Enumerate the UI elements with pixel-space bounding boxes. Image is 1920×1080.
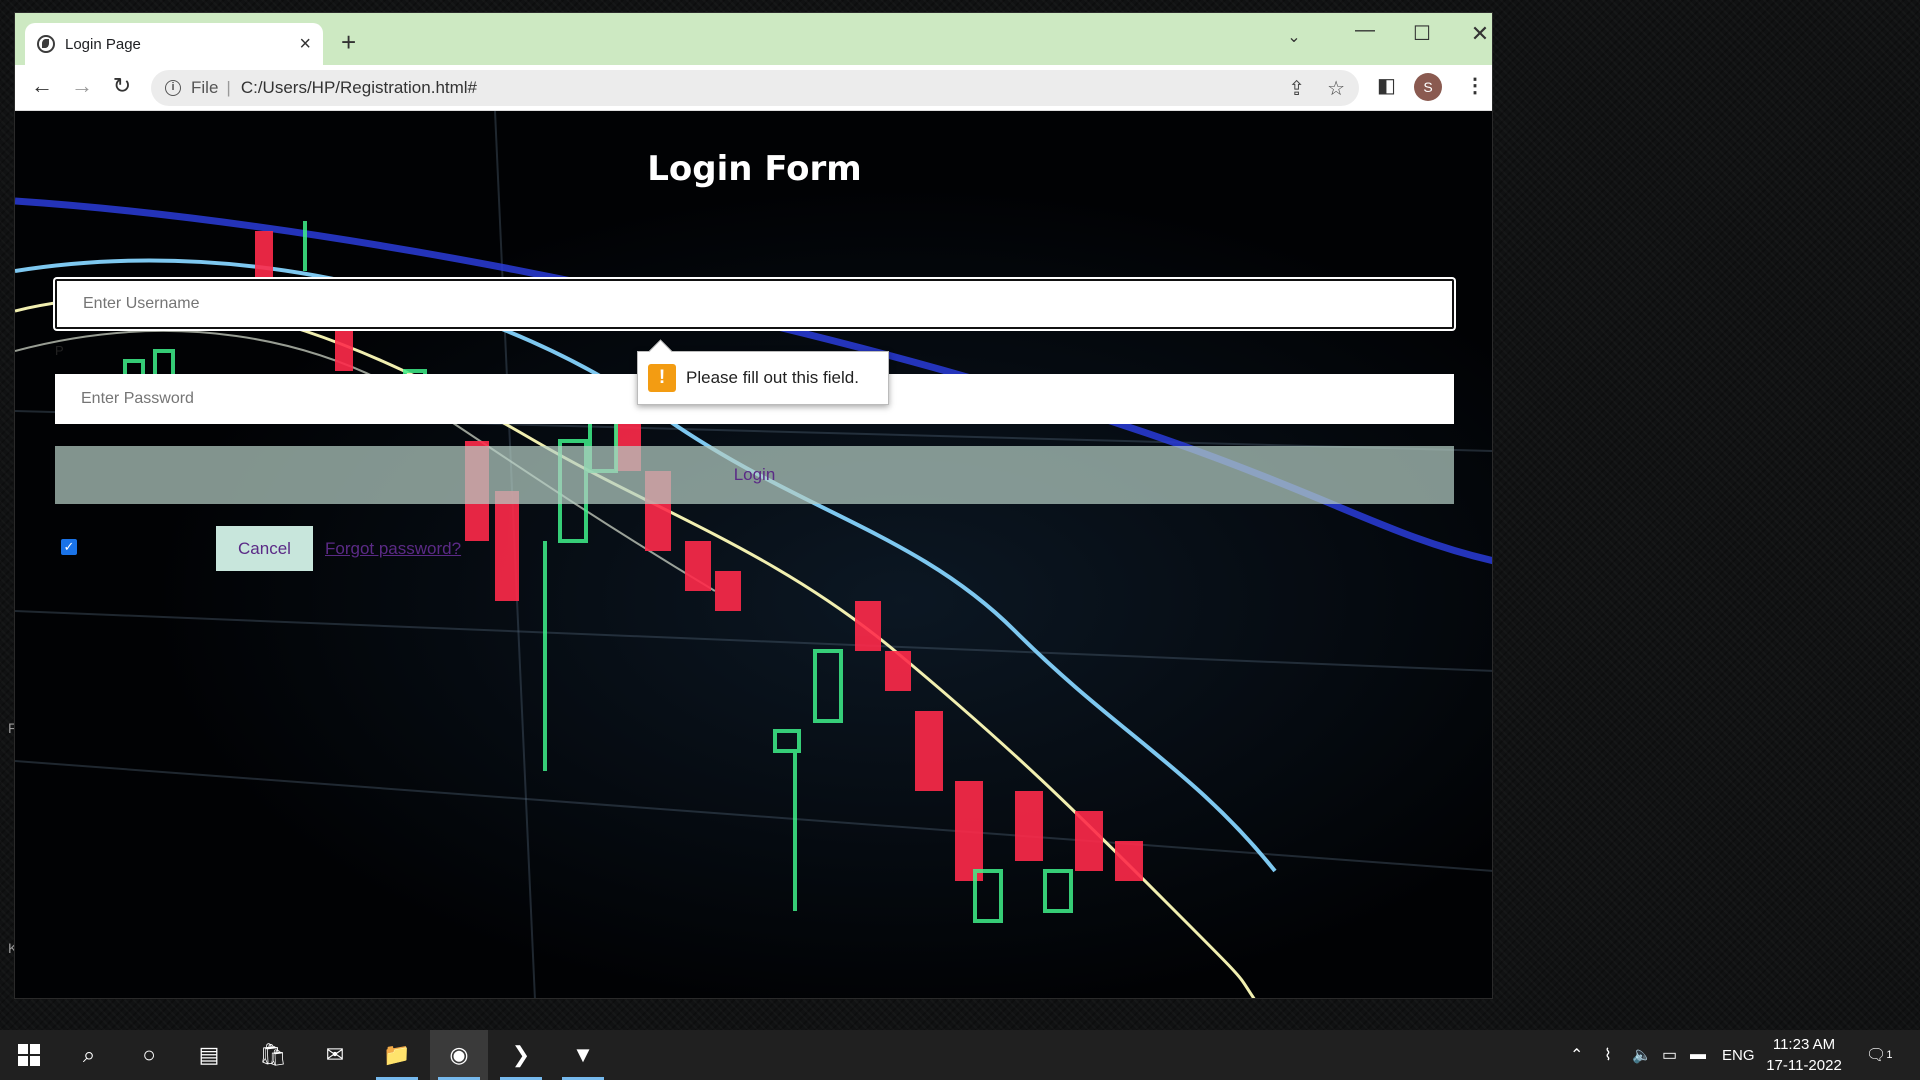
browser-toolbar: ← → ↻ i File | C:/Users/HP/Registration.… xyxy=(15,65,1492,111)
page-title: Login Form xyxy=(647,149,862,189)
tab-login-page[interactable]: Login Page × xyxy=(25,23,323,65)
clock-date: 17-11-2022 xyxy=(1766,1057,1842,1074)
info-icon[interactable]: i xyxy=(165,80,181,96)
store-icon[interactable]: 🛍 xyxy=(259,1042,287,1067)
avatar[interactable]: S xyxy=(1414,73,1442,101)
more-menu-icon[interactable]: ⋮ xyxy=(1465,75,1485,97)
back-arrow-icon[interactable]: ← xyxy=(31,73,53,98)
mail-icon[interactable]: ✉ xyxy=(325,1042,345,1067)
cancel-button[interactable]: Cancel xyxy=(216,526,313,571)
desktop-edge-text: K xyxy=(8,940,18,956)
new-tab-button[interactable]: + xyxy=(341,27,357,57)
star-icon[interactable]: ☆ xyxy=(1327,78,1345,100)
taskbar: ⌕ ○ ▤ 🛍 ✉ 📁 ◉ ❯ ▼ ⌃ ⌇ 🔈 ▭ ▬ ENG 11:23 AM… xyxy=(0,1030,1920,1080)
forgot-password-link[interactable]: Forgot password? xyxy=(325,539,462,558)
notification-count: 1 xyxy=(1886,1049,1893,1061)
tab-bar: Login Page × + ⌄ — ☐ ✕ xyxy=(15,13,1492,65)
login-button[interactable]: Login xyxy=(55,446,1454,504)
warning-icon: ! xyxy=(648,364,676,392)
tray-chevron-up-icon[interactable]: ⌃ xyxy=(1570,1047,1584,1064)
browser-window: Login Page × + ⌄ — ☐ ✕ ← → ↻ i File | C:… xyxy=(14,12,1493,999)
address-separator: | xyxy=(226,78,231,97)
clock-time: 11:23 AM xyxy=(1772,1036,1836,1053)
address-bar[interactable]: i File | C:/Users/HP/Registration.html# … xyxy=(151,70,1359,106)
close-tab-icon[interactable]: × xyxy=(299,33,311,55)
meet-now-icon[interactable]: ▭ xyxy=(1662,1047,1678,1064)
clock[interactable]: 11:23 AM 17-11-2022 xyxy=(1760,1034,1848,1076)
tab-title: Login Page xyxy=(65,35,141,53)
volume-icon[interactable]: 🔈 xyxy=(1632,1047,1652,1064)
app-icon[interactable]: ▼ xyxy=(554,1030,612,1080)
vscode-icon[interactable]: ❯ xyxy=(492,1030,550,1080)
validation-tooltip: ! Please fill out this field. xyxy=(637,351,889,405)
maximize-icon[interactable]: ☐ xyxy=(1413,23,1431,45)
task-view-icon[interactable]: ▤ xyxy=(198,1042,220,1067)
address-url[interactable]: C:/Users/HP/Registration.html# xyxy=(240,78,478,97)
network-icon[interactable]: ⌇ xyxy=(1604,1047,1612,1064)
chrome-icon[interactable]: ◉ xyxy=(430,1030,488,1080)
stray-label-text: P xyxy=(55,343,64,358)
file-explorer-icon[interactable]: 📁 xyxy=(368,1030,426,1080)
username-input[interactable] xyxy=(55,279,1454,329)
validation-message: Please fill out this field. xyxy=(686,368,859,387)
chevron-down-icon[interactable]: ⌄ xyxy=(1287,29,1301,46)
forward-arrow-icon[interactable]: → xyxy=(71,73,93,98)
speech-bubble-icon: 🗨 xyxy=(1866,1047,1887,1064)
side-panel-icon[interactable]: ◧ xyxy=(1377,75,1396,97)
cortana-icon[interactable]: ○ xyxy=(142,1042,156,1067)
battery-icon[interactable]: ▬ xyxy=(1690,1046,1706,1063)
page-content: Login Form P Login ✓ Cancel Forgot passw… xyxy=(15,111,1492,998)
notification-icon[interactable]: 🗨 1 xyxy=(1866,1030,1892,1080)
remember-me-checkbox[interactable]: ✓ xyxy=(61,539,77,555)
start-button[interactable] xyxy=(0,1030,58,1080)
address-scheme: File xyxy=(191,78,219,97)
globe-icon xyxy=(37,35,55,53)
minimize-icon[interactable]: — xyxy=(1355,19,1375,41)
search-icon[interactable]: ⌕ xyxy=(82,1042,96,1067)
share-icon[interactable]: ⇪ xyxy=(1288,78,1306,100)
desktop-edge-text: F xyxy=(8,720,17,736)
language-indicator[interactable]: ENG xyxy=(1722,1046,1755,1064)
windows-logo-icon xyxy=(18,1044,40,1066)
close-window-icon[interactable]: ✕ xyxy=(1470,21,1490,46)
reload-icon[interactable]: ↻ xyxy=(112,73,132,98)
